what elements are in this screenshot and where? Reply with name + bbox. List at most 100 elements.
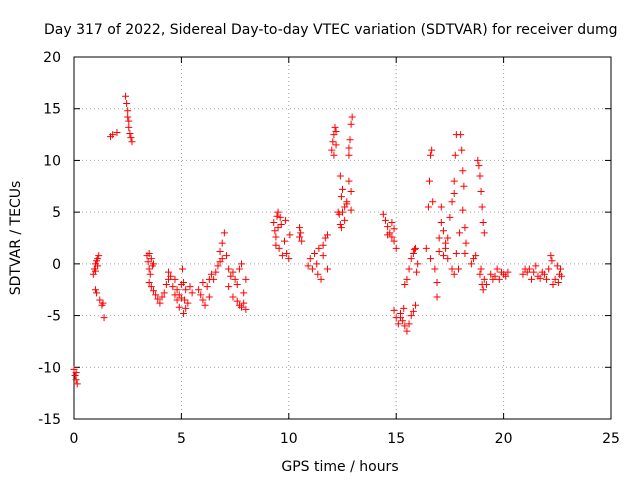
data-point	[456, 229, 464, 237]
data-point	[240, 299, 248, 307]
data-point	[459, 167, 467, 175]
data-point	[390, 306, 398, 314]
data-point	[242, 305, 250, 313]
data-point	[272, 241, 280, 249]
data-point	[177, 281, 185, 289]
grid	[74, 57, 611, 419]
data-point	[225, 265, 233, 273]
data-point	[298, 237, 306, 245]
data-point	[223, 252, 231, 260]
data-point	[197, 291, 205, 299]
data-point	[123, 100, 131, 108]
data-point	[274, 208, 282, 216]
data-point	[525, 265, 533, 273]
data-point	[475, 162, 483, 170]
x-tick-label: 20	[495, 431, 513, 447]
data-point	[394, 320, 402, 328]
data-point	[448, 198, 456, 206]
data-point	[283, 250, 291, 258]
data-point	[315, 244, 323, 252]
data-point	[428, 146, 436, 154]
data-point	[401, 281, 409, 289]
data-point	[225, 283, 233, 291]
data-point	[409, 250, 417, 258]
data-point	[72, 376, 80, 384]
data-point	[317, 275, 325, 283]
data-point	[502, 272, 510, 280]
data-point	[156, 299, 164, 307]
data-point	[126, 130, 134, 138]
data-point	[158, 293, 166, 301]
data-point	[145, 278, 153, 286]
data-point	[218, 239, 226, 247]
data-point	[467, 260, 475, 268]
data-point	[275, 244, 283, 252]
data-point	[296, 224, 304, 232]
data-point	[281, 237, 289, 245]
data-point	[433, 278, 441, 286]
data-point	[452, 250, 460, 258]
data-point	[144, 258, 152, 266]
data-point	[460, 182, 468, 190]
data-point	[450, 270, 458, 278]
data-point	[405, 320, 413, 328]
data-point	[477, 187, 485, 195]
data-point	[304, 262, 312, 270]
data-point	[240, 289, 248, 297]
x-tick-label: 15	[387, 431, 405, 447]
data-point	[272, 233, 280, 241]
y-tick-label: -15	[38, 412, 61, 428]
data-point	[461, 224, 469, 232]
data-point	[400, 304, 408, 312]
data-point	[403, 275, 411, 283]
data-point	[216, 247, 224, 255]
data-point	[429, 198, 437, 206]
data-point	[308, 265, 316, 273]
data-point	[96, 296, 104, 304]
data-point	[205, 293, 213, 301]
data-point	[435, 234, 443, 242]
data-point	[337, 193, 345, 201]
data-point	[482, 281, 490, 289]
data-point	[422, 244, 430, 252]
data-point	[296, 233, 304, 241]
data-point	[379, 210, 387, 218]
data-point	[448, 265, 456, 273]
data-point	[146, 270, 154, 278]
y-tick-label: 15	[43, 102, 61, 118]
data-point	[271, 227, 279, 235]
data-point	[474, 156, 482, 164]
data-point	[396, 314, 404, 322]
data-point	[341, 216, 349, 224]
x-axis-label: GPS time / hours	[281, 459, 398, 475]
data-point	[286, 231, 294, 239]
data-point	[454, 265, 462, 273]
data-point	[347, 187, 355, 195]
data-point	[437, 203, 445, 211]
data-point	[125, 117, 133, 125]
data-point	[461, 250, 469, 258]
data-point	[347, 120, 355, 128]
data-point	[94, 255, 102, 263]
data-point	[536, 274, 544, 282]
data-point	[113, 129, 121, 137]
data-point	[173, 286, 181, 294]
data-point	[145, 250, 153, 258]
data-point	[99, 299, 107, 307]
data-point	[167, 272, 175, 280]
data-point	[229, 268, 237, 276]
data-point	[410, 245, 418, 253]
data-point	[403, 327, 411, 335]
plot-frame	[73, 56, 612, 420]
data-point	[450, 177, 458, 185]
data-point	[128, 138, 136, 146]
data-point	[476, 270, 484, 278]
data-point	[479, 286, 487, 294]
data-point	[347, 206, 355, 214]
data-point	[169, 283, 177, 291]
data-point	[472, 252, 480, 260]
data-point	[543, 275, 551, 283]
data-point	[182, 286, 190, 294]
data-point	[392, 244, 400, 252]
data-point	[273, 212, 281, 220]
